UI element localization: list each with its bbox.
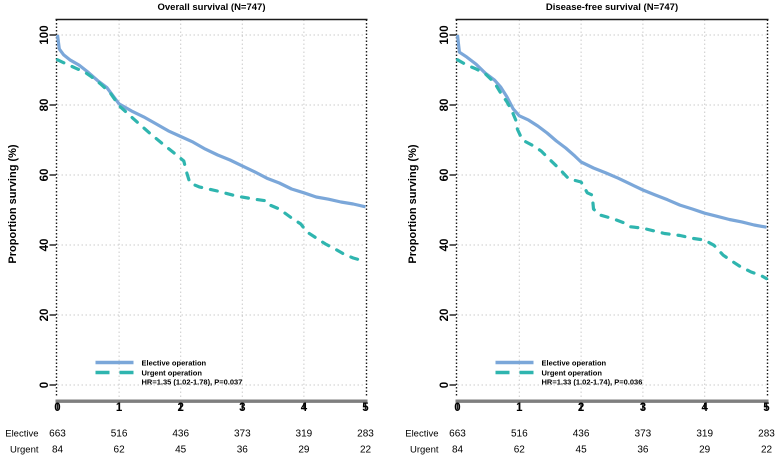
x-tick-label: 4 — [300, 402, 308, 414]
risk-count: 22 — [359, 444, 372, 456]
x-axis-bar — [55, 399, 368, 403]
risk-row-label-urgent: Urgent — [9, 444, 39, 456]
risk-count: 436 — [572, 428, 590, 440]
risk-count: 36 — [637, 444, 649, 456]
x-tick-label: 3 — [239, 402, 246, 414]
risk-count: 29 — [298, 444, 310, 456]
x-tick-label: 3 — [639, 402, 647, 414]
risk-count: 663 — [49, 428, 66, 440]
risk-count: 516 — [110, 428, 128, 440]
risk-row-label-elective: Elective — [405, 428, 439, 440]
x-tick-label: 1 — [115, 402, 123, 414]
y-tick-label: 0 — [438, 381, 451, 389]
risk-count: 84 — [51, 444, 64, 456]
y-tick-label: 100 — [438, 25, 451, 45]
risk-count: 319 — [295, 428, 313, 440]
risk-count: 45 — [175, 444, 187, 456]
x-tick-label: 5 — [763, 402, 770, 414]
risk-count: 62 — [113, 444, 125, 456]
risk-count: 663 — [449, 428, 466, 440]
risk-count: 22 — [760, 444, 773, 456]
risk-count: 45 — [575, 444, 587, 456]
y-tick-label: 100 — [38, 25, 51, 45]
y-tick-label: 20 — [438, 308, 451, 322]
y-tick-label: 80 — [438, 98, 451, 112]
urgent-curve — [455, 58, 769, 281]
elective-curve — [55, 34, 366, 209]
chart-title: Disease-free survival (N=747) — [545, 2, 679, 13]
risk-count: 36 — [236, 444, 248, 456]
risk-count: 373 — [233, 428, 251, 440]
y-tick-label: 40 — [438, 238, 451, 252]
x-tick-label: 0 — [454, 402, 461, 414]
risk-row-label-urgent: Urgent — [409, 444, 439, 456]
risk-count: 373 — [634, 428, 652, 440]
risk-count: 283 — [357, 428, 374, 440]
y-tick-label: 80 — [38, 98, 51, 112]
legend-label-elective: Elective operation — [141, 358, 207, 367]
y-tick-label: 40 — [38, 238, 51, 252]
risk-count: 283 — [758, 428, 775, 440]
disease-free-survival-panel: Disease-free survival (N=747) Proportion… — [389, 0, 778, 457]
y-tick-label: 0 — [38, 381, 51, 389]
legend-label-urgent: Urgent operation — [141, 368, 202, 377]
risk-count: 84 — [451, 444, 464, 456]
x-tick-label: 1 — [516, 402, 523, 414]
hr-annotation: HR=1.33 (1.02-1.74), P=0.036 — [541, 377, 643, 387]
risk-row-label-elective: Elective — [5, 428, 39, 440]
chart-title: Overall survival (N=747) — [157, 2, 266, 13]
elective-curve — [455, 34, 767, 229]
plot-area — [449, 18, 769, 410]
risk-count: 436 — [172, 428, 190, 440]
y-tick-label: 60 — [38, 168, 51, 182]
risk-count: 319 — [696, 428, 714, 440]
x-tick-label: 4 — [701, 402, 708, 414]
urgent-curve — [55, 58, 368, 264]
plot-area — [49, 18, 368, 410]
x-tick-label: 0 — [54, 402, 61, 414]
legend-label-urgent: Urgent operation — [541, 368, 602, 377]
x-tick-label: 2 — [577, 402, 585, 414]
y-tick-label: 20 — [38, 308, 51, 322]
legend-label-elective: Elective operation — [541, 358, 607, 367]
y-tick-label: 60 — [438, 168, 451, 182]
x-tick-label: 5 — [362, 402, 369, 414]
overall-survival-panel: Overall survival (N=747) Proportion surv… — [5, 2, 374, 456]
x-tick-label: 2 — [177, 402, 184, 414]
risk-count: 29 — [699, 444, 711, 456]
risk-count: 516 — [510, 428, 528, 440]
hr-annotation: HR=1.35 (1.02-1.78), P=0.037 — [141, 377, 243, 387]
x-axis-bar — [455, 399, 769, 403]
risk-count: 62 — [513, 444, 525, 456]
